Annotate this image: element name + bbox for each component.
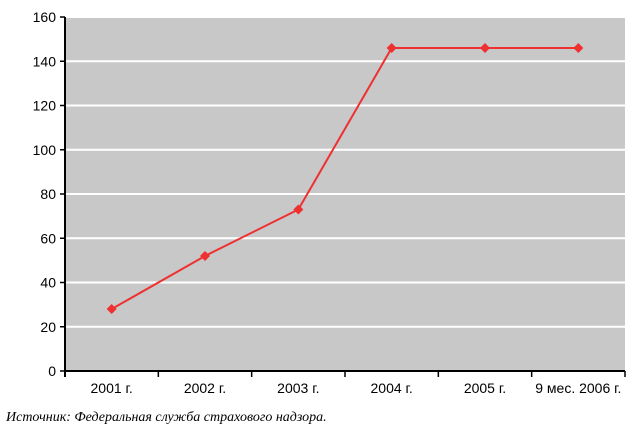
y-tick-label: 60 (40, 230, 56, 246)
series-line (111, 46, 579, 310)
data-point-marker (573, 42, 584, 53)
x-tick-label: 2001 г. (91, 380, 133, 396)
x-tick-label: 2004 г. (371, 380, 413, 396)
y-tick-label: 0 (48, 363, 56, 379)
y-tick-label: 160 (33, 9, 57, 25)
axes (60, 16, 626, 377)
line-chart: 0 20 40 60 80 100 120 140 160 2001 г. 2002 г. 2003… (33, 9, 626, 396)
y-tick-label: 100 (33, 142, 57, 158)
source-note: Источник: Федеральная служба страхового … (6, 410, 327, 425)
series-line-path (111, 46, 579, 310)
y-tick-labels: 0 20 40 60 80 100 120 140 160 (33, 9, 57, 379)
x-tick-label: 2005 г. (464, 380, 506, 396)
y-tick-label: 80 (40, 186, 56, 202)
y-tick-label: 20 (40, 319, 56, 335)
data-point-marker (480, 42, 490, 53)
x-tick-labels: 2001 г. 2002 г. 2003 г. 2004 г. 2005 г. 9 мес… (91, 380, 622, 396)
series-markers (106, 42, 584, 315)
data-point-marker (386, 42, 397, 53)
y-tick-label: 120 (33, 98, 57, 114)
x-tick-label: 2003 г. (277, 380, 319, 396)
y-tick-label: 140 (33, 53, 57, 69)
y-tick-label: 40 (40, 275, 56, 291)
x-tick-label: 2002 г. (184, 380, 226, 396)
x-tick-label: 9 мес. 2006 г. (535, 380, 621, 396)
data-point-marker (293, 204, 304, 215)
data-point-marker (200, 250, 210, 261)
data-point-marker (106, 304, 117, 315)
